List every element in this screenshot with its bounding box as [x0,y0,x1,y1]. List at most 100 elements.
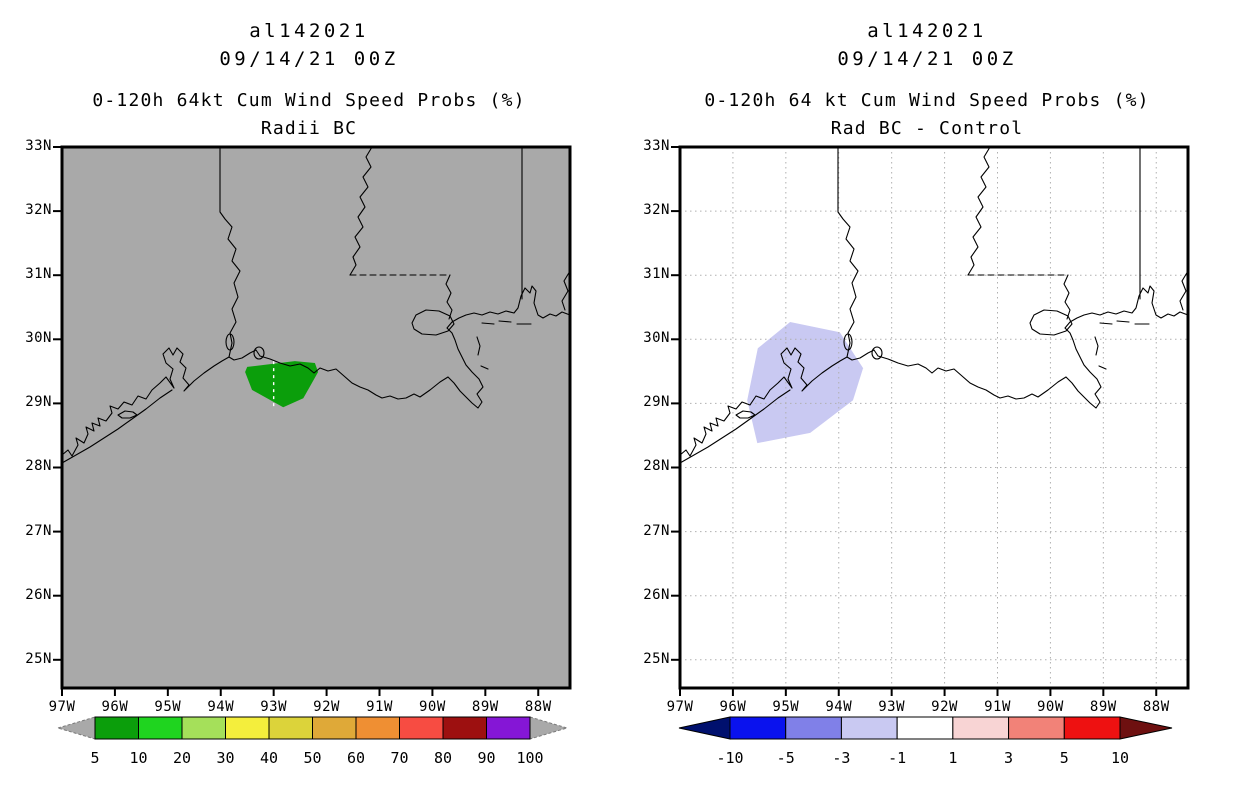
product-title: 0-120h 64kt Cum Wind Speed Probs (%) [92,90,526,111]
lat-tick-label: 32N [643,202,670,219]
colorbar-label: 20 [173,749,191,767]
colorbar-label: -1 [888,749,906,767]
colorbar-segment [896,716,954,740]
graticule [680,147,1188,688]
colorbar-segment [1008,716,1065,740]
colorbar-segment [181,716,226,740]
lon-tick-label: 97W [666,699,694,715]
lat-tick-label: 25N [643,650,670,667]
init-time: 09/14/21 00Z [219,48,399,70]
lat-tick-label: 27N [643,522,670,539]
colorbar-label: 30 [216,749,234,767]
lat-tick-label: 26N [25,586,52,603]
product-subtitle: Rad BC - Control [830,118,1024,139]
contour-region [245,361,319,408]
colorbar-segment [94,716,139,740]
lon-tick-label: 90W [1037,699,1064,715]
colorbar-left-arrow [56,716,96,740]
lat-tick-label: 28N [25,458,52,475]
colorbar-segment [486,716,531,740]
init-time: 09/14/21 00Z [837,48,1017,70]
lat-tick-label: 25N [25,650,52,667]
map-frame [60,145,572,690]
colorbar-label: 3 [1004,749,1013,767]
lon-tick-label: 96W [719,699,747,715]
colorbar-segment [312,716,357,740]
colorbar-label: 100 [516,749,543,767]
colorbar-label: -10 [716,749,743,767]
probability-colorbar: 5 10 20 30 40 50 60 70 80 90 100 [56,716,569,767]
difference-map [671,145,1190,696]
axis-ticks [53,146,540,696]
colorbar-label: 80 [434,749,452,767]
lon-tick-label: 90W [419,699,446,715]
colorbar-segment [225,716,270,740]
lat-tick-label: 31N [25,266,52,283]
probability-map [53,145,572,696]
colorbar-label: 70 [390,749,408,767]
lat-tick-label: 28N [643,458,670,475]
colorbar-segment [952,716,1010,740]
lat-tick-label: 30N [25,330,52,347]
lat-tick-label: 31N [643,266,670,283]
colorbar-label: 1 [948,749,957,767]
map-frame [678,145,1190,690]
lat-tick-label: 32N [25,202,52,219]
colorbar-label: 40 [260,749,278,767]
colorbar-label: 10 [1111,749,1129,767]
lon-tick-label: 95W [772,699,800,715]
lon-tick-label: 89W [1089,699,1117,715]
lon-tick-label: 88W [524,699,552,715]
lat-tick-label: 29N [643,394,670,411]
panel-radii-bc: al142021 09/14/21 00Z 0-120h 64kt Cum Wi… [25,20,572,767]
lon-tick-label: 93W [878,699,906,715]
axis-ticks [671,146,1158,696]
colorbar-segment [785,716,842,740]
product-title: 0-120h 64 kt Cum Wind Speed Probs (%) [704,90,1150,111]
lon-tick-label: 92W [313,699,340,715]
colorbar-segment [268,716,313,740]
colorbar-right-arrow [529,716,569,740]
colorbar-right-arrow [1119,716,1173,740]
lat-tick-label: 27N [25,522,52,539]
colorbar-label: -5 [777,749,795,767]
colorbar-segment [399,716,444,740]
lon-tick-label: 91W [984,699,1011,715]
lat-tick-label: 26N [643,586,670,603]
lon-tick-label: 95W [154,699,182,715]
lon-tick-label: 96W [101,699,129,715]
colorbar-label: 50 [303,749,321,767]
colorbar-label: 60 [347,749,365,767]
lat-tick-label: 33N [25,138,52,154]
storm-id: al142021 [249,20,369,42]
colorbar-left-arrow [678,716,731,740]
colorbar-segment [729,716,787,740]
lon-tick-label: 91W [366,699,393,715]
lon-tick-label: 88W [1142,699,1170,715]
lon-tick-label: 89W [471,699,499,715]
storm-id: al142021 [867,20,987,42]
panel-rad-bc-minus-control: al142021 09/14/21 00Z 0-120h 64 kt Cum W… [618,0,1236,800]
lon-tick-label: 97W [48,699,76,715]
lon-tick-label: 94W [825,699,853,715]
colorbar-segment [138,716,183,740]
lat-tick-label: 33N [643,138,670,154]
product-subtitle: Radii BC [260,118,358,139]
colorbar-label: 90 [477,749,495,767]
colorbar-label: 5 [1060,749,1069,767]
difference-colorbar: -10 -5 -3 -1 1 3 5 10 [678,716,1173,767]
colorbar-segment [355,716,400,740]
lat-tick-label: 29N [25,394,52,411]
colorbar-label: -3 [832,749,850,767]
lon-tick-label: 92W [931,699,958,715]
colorbar-segment [840,716,898,740]
map-background [62,147,570,688]
colorbar-segment [1063,716,1121,740]
lat-tick-label: 30N [643,330,670,347]
lon-tick-label: 94W [207,699,235,715]
colorbar-label: 5 [90,749,99,767]
lon-tick-label: 93W [260,699,288,715]
colorbar-segment [442,716,487,740]
colorbar-label: 10 [129,749,147,767]
